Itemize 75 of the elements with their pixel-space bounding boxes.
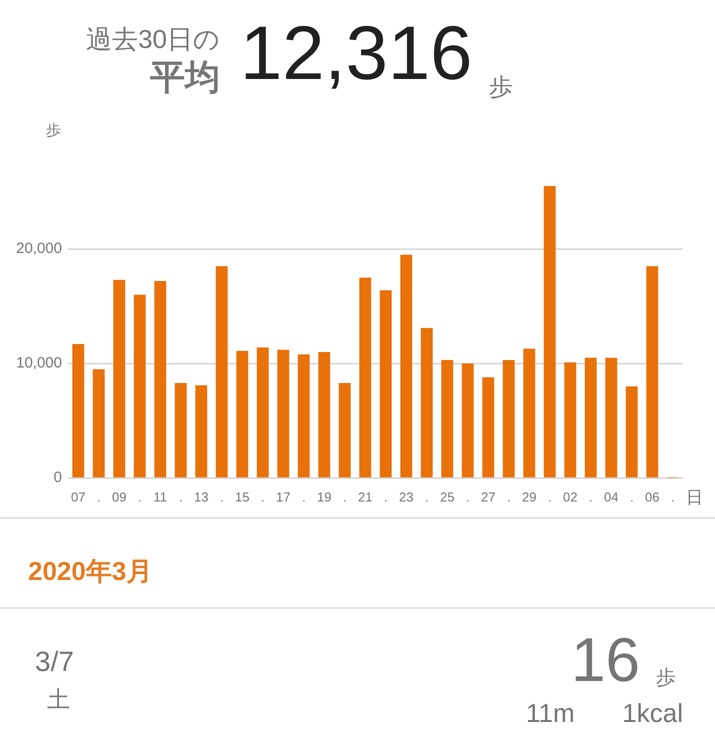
bar bbox=[113, 280, 126, 478]
bar bbox=[72, 344, 84, 478]
bar bbox=[380, 290, 392, 478]
bar bbox=[462, 363, 474, 478]
bar bbox=[298, 354, 310, 478]
text: 2020年3月 bbox=[28, 556, 152, 586]
x-tick-label: . bbox=[384, 489, 388, 504]
x-tick-label: 25 bbox=[440, 489, 454, 504]
x-tick-label: 29 bbox=[522, 489, 536, 504]
x-tick-label: 27 bbox=[481, 489, 496, 504]
bar bbox=[482, 377, 494, 478]
text: 土 bbox=[47, 686, 70, 712]
text: 平均 bbox=[150, 58, 220, 97]
x-tick-label: 13 bbox=[194, 489, 208, 504]
bar bbox=[626, 386, 638, 478]
bar bbox=[92, 369, 105, 478]
y-tick-label: 10,000 bbox=[16, 354, 62, 372]
x-axis-title: 日 bbox=[686, 488, 703, 507]
x-tick-label: 23 bbox=[399, 489, 414, 504]
x-tick-label: . bbox=[506, 489, 511, 504]
bar bbox=[441, 360, 454, 478]
bar bbox=[134, 294, 146, 478]
x-tick-label: . bbox=[260, 489, 265, 504]
bar bbox=[359, 278, 372, 478]
x-tick-label: . bbox=[466, 489, 470, 504]
bar bbox=[277, 350, 290, 478]
bar bbox=[502, 360, 515, 478]
x-tick-label: 21 bbox=[358, 489, 372, 504]
x-tick-label: . bbox=[96, 489, 101, 504]
text: 16 bbox=[571, 626, 640, 695]
text: 3/7 bbox=[35, 646, 74, 677]
bar bbox=[544, 186, 556, 478]
x-tick-label: 19 bbox=[317, 489, 332, 504]
x-tick-label: . bbox=[630, 489, 634, 504]
bar bbox=[564, 362, 576, 478]
x-tick-label: . bbox=[548, 489, 552, 504]
text: 歩 bbox=[489, 74, 513, 101]
x-tick-label: 04 bbox=[604, 489, 618, 504]
bar bbox=[605, 358, 618, 478]
bar bbox=[523, 348, 536, 478]
bar bbox=[646, 266, 658, 478]
bar bbox=[338, 382, 351, 478]
x-tick-label: . bbox=[178, 489, 183, 504]
x-tick-label: 11 bbox=[154, 489, 167, 504]
bar bbox=[318, 352, 330, 478]
x-tick-label: 02 bbox=[563, 489, 578, 504]
x-tick-label: 15 bbox=[235, 489, 250, 504]
y-tick-label: 0 bbox=[54, 469, 62, 486]
y-axis-title: 歩 bbox=[46, 122, 61, 139]
bar bbox=[216, 266, 228, 478]
x-tick-label: . bbox=[342, 489, 347, 504]
text: 過去30日の bbox=[86, 24, 220, 54]
text: 12,316 bbox=[240, 11, 472, 96]
y-tick-label: 20,000 bbox=[16, 240, 62, 258]
text: 1kcal bbox=[622, 698, 683, 728]
x-tick-label: . bbox=[670, 489, 675, 504]
x-tick-label: . bbox=[138, 489, 142, 504]
bar bbox=[256, 347, 269, 478]
text: 歩 bbox=[656, 667, 676, 689]
x-tick-label: 07 bbox=[71, 489, 86, 504]
bar bbox=[420, 328, 433, 478]
x-tick-label: 17 bbox=[276, 489, 290, 504]
bar bbox=[195, 385, 208, 478]
bar bbox=[174, 382, 187, 478]
text: 11m bbox=[526, 698, 575, 728]
bar bbox=[400, 254, 412, 478]
bar bbox=[584, 358, 597, 478]
x-tick-label: 09 bbox=[112, 489, 126, 504]
x-tick-label: . bbox=[424, 489, 429, 504]
x-tick-label: 06 bbox=[645, 489, 660, 504]
bar bbox=[236, 350, 248, 478]
x-tick-label: . bbox=[302, 489, 306, 504]
bar bbox=[154, 281, 166, 478]
x-tick-label: . bbox=[220, 489, 224, 504]
x-tick-label: . bbox=[588, 489, 593, 504]
